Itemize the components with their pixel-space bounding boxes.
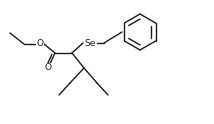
Text: O: O: [45, 63, 52, 73]
Text: O: O: [37, 40, 43, 48]
Text: Se: Se: [84, 38, 96, 47]
